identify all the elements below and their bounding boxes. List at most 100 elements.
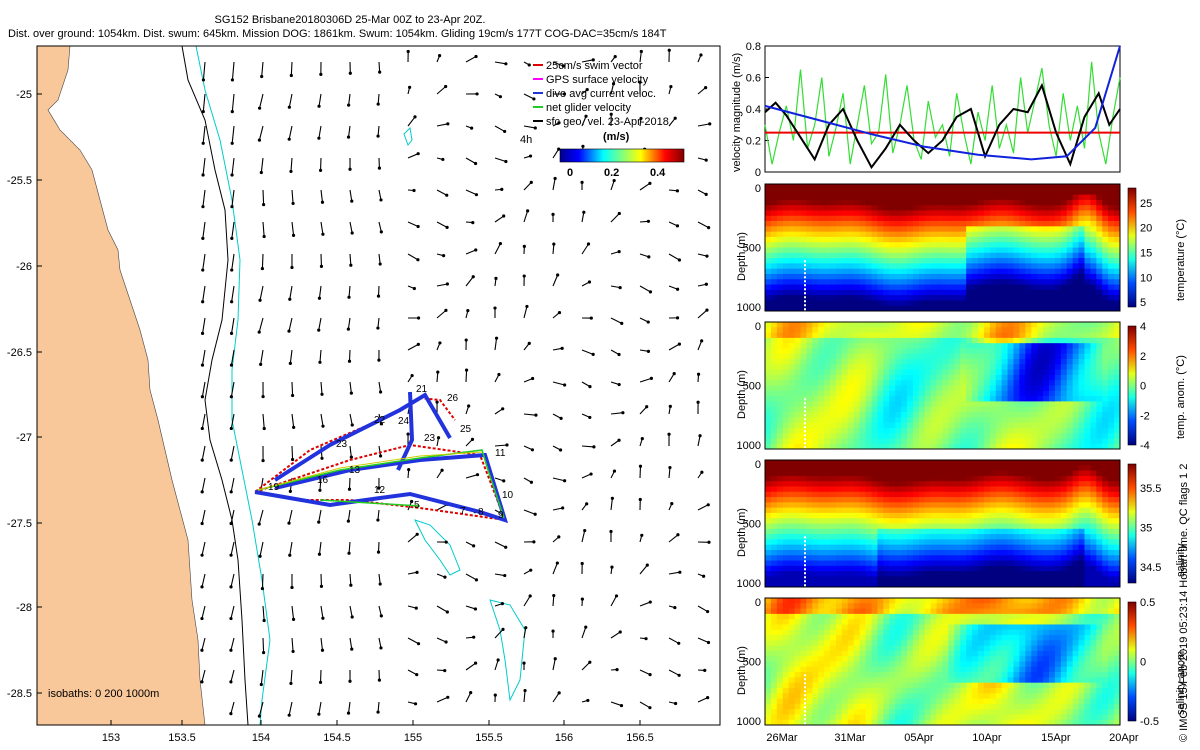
heatmap-cell (936, 406, 943, 413)
velocity-arrow-head (674, 701, 678, 706)
heatmap-cell (853, 369, 861, 376)
velocity-arrow (465, 474, 478, 479)
velocity-arrow-head (525, 304, 529, 309)
heatmap-cell (889, 486, 896, 493)
heatmap-cell (1084, 348, 1091, 355)
heatmap-cell (841, 565, 849, 572)
heatmap-cell (1025, 460, 1032, 466)
heatmap-cell (1049, 380, 1056, 386)
velocity-arrow (231, 253, 235, 271)
heatmap-cell (765, 411, 772, 418)
velocity-arrow (291, 381, 294, 396)
velocity-arrow-head (318, 680, 323, 684)
heatmap-cell (1114, 273, 1121, 280)
heatmap-cell (830, 539, 837, 546)
velocity-arrow-head (406, 432, 410, 436)
heatmap-cell (841, 433, 849, 439)
heatmap-cell (966, 518, 973, 524)
velocity-arrow (349, 445, 352, 458)
velocity-arrow (436, 123, 448, 127)
heatmap-cell (995, 380, 1003, 386)
heatmap-cell (1007, 417, 1014, 423)
velocity-arrow-head (592, 445, 596, 449)
heatmap-cell (1031, 465, 1038, 471)
heatmap-cell (770, 433, 778, 439)
heatmap-cell (948, 221, 955, 227)
heatmap-cell (782, 565, 790, 572)
heatmap-cell (1072, 252, 1079, 259)
heatmap-cell (871, 460, 878, 466)
heatmap-cell (907, 438, 914, 445)
heatmap-cell (765, 353, 772, 360)
heatmap-cell (1114, 305, 1121, 312)
heatmap-cell (1114, 396, 1121, 402)
heatmap-cell (812, 184, 819, 190)
velocity-arrow-head (580, 561, 584, 566)
heatmap-cell (912, 523, 920, 530)
heatmap-cell (841, 390, 849, 397)
lon-tick-label: 156 (555, 732, 573, 744)
heatmap-cell (782, 560, 790, 567)
velocity-arrow (260, 157, 264, 173)
heatmap-cell (983, 226, 991, 233)
velocity-arrow-head (408, 85, 412, 89)
heatmap-cell (924, 252, 932, 259)
heatmap-cell (1019, 353, 1026, 360)
heatmap-cell (989, 359, 997, 365)
heatmap-cell (960, 427, 967, 434)
heatmap-cell (1090, 411, 1097, 418)
heatmap-cell (1007, 581, 1014, 588)
heatmap-cell (865, 353, 872, 360)
heatmap-cell (983, 507, 991, 514)
heatmap-cell (1060, 247, 1068, 254)
heatmap-cell (918, 337, 926, 344)
heatmap-cell (960, 205, 967, 211)
heatmap-cell (800, 279, 807, 285)
heatmap-cell (818, 231, 825, 238)
heatmap-cell (1025, 486, 1032, 493)
velocity-arrow-head (502, 479, 506, 483)
heatmap-cell (770, 411, 778, 418)
heatmap-cell (924, 460, 932, 466)
heatmap-cell (871, 486, 878, 493)
heatmap-cell (901, 433, 908, 439)
heatmap-cell (895, 470, 902, 477)
heatmap-cell (983, 210, 991, 217)
heatmap-cell (966, 427, 973, 434)
heatmap-cell (1078, 300, 1085, 307)
heatmap-cell (883, 486, 890, 493)
heatmap-cell (1037, 465, 1044, 471)
heatmap-cell (877, 284, 884, 291)
velocity-arrow (231, 157, 235, 176)
heatmap-cell (989, 460, 997, 466)
heatmap-cell (948, 210, 955, 217)
heatmap-cell (1049, 205, 1056, 211)
heatmap-cell (865, 359, 872, 365)
heatmap-cell (794, 247, 801, 254)
velocity-arrow-head (621, 411, 625, 415)
heatmap-cell (782, 534, 790, 540)
heatmap-cell (859, 327, 866, 333)
heatmap-cell (948, 512, 955, 519)
heatmap-cell (782, 576, 790, 583)
heatmap-cell (972, 576, 979, 583)
heatmap-cell (800, 571, 807, 577)
heatmap-cell (978, 518, 985, 524)
velocity-arrow-head (529, 180, 533, 184)
heatmap-cell (871, 226, 878, 233)
heatmap-cell (836, 348, 843, 355)
heatmap-cell (995, 427, 1003, 434)
heatmap-cell (788, 215, 795, 222)
heatmap-cell (1066, 205, 1074, 211)
heatmap-cell (1096, 422, 1103, 429)
heatmap-cell (770, 327, 778, 333)
heatmap-cell (942, 364, 949, 371)
heatmap-cell (1007, 242, 1014, 248)
heatmap-cell (895, 486, 902, 493)
velocity-arrow-head (346, 519, 350, 523)
heatmap-cell (936, 433, 943, 439)
heatmap-cell (836, 560, 843, 567)
heatmap-cell (859, 300, 866, 307)
velocity-arrow-head (533, 512, 537, 516)
heatmap-cell (901, 576, 908, 583)
